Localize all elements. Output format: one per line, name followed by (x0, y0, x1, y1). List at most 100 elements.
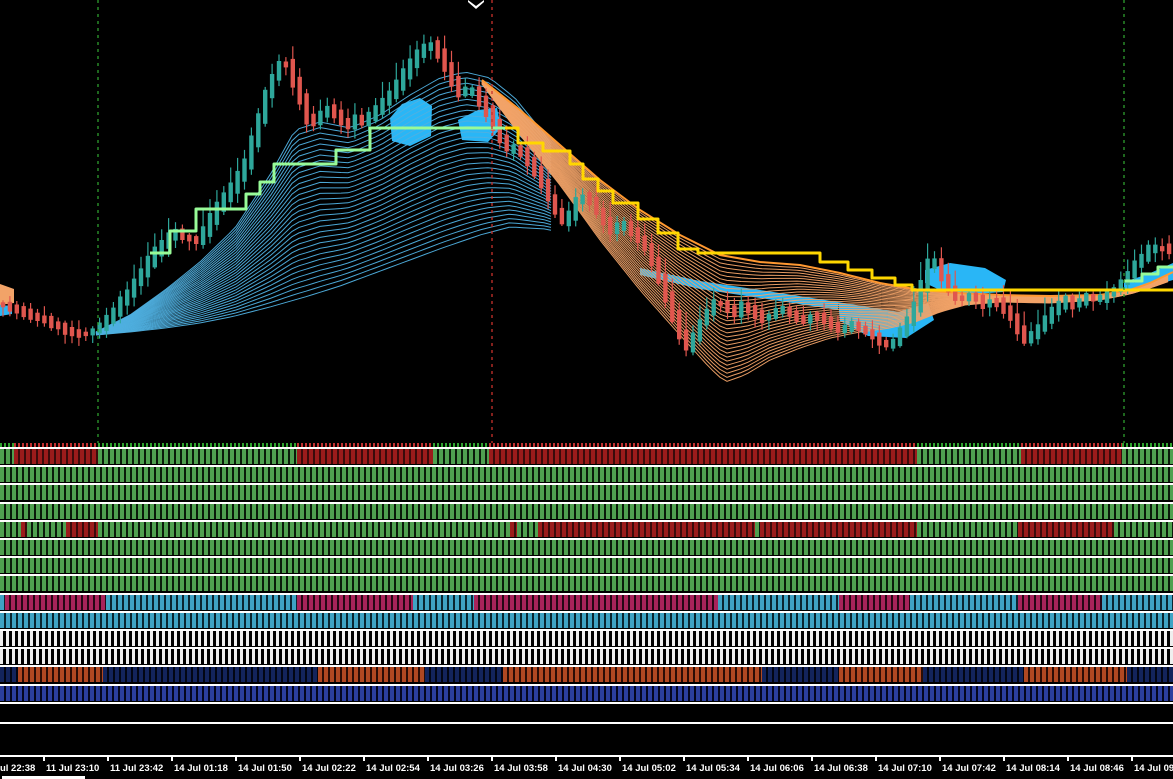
row-segment (98, 449, 297, 464)
row-bars (0, 649, 1173, 665)
time-axis-tick (43, 757, 45, 761)
signal-dot-segment (1122, 443, 1173, 447)
row-segment (297, 449, 433, 464)
row-separator-line (0, 610, 1173, 613)
time-axis-label: 14 Jul 02:22 (302, 763, 356, 774)
row-bars (0, 631, 1173, 646)
signal-dot-segment (297, 443, 433, 447)
time-axis-tick (811, 757, 813, 761)
indicator-row-14[interactable] (0, 683, 1173, 702)
time-axis-tick (875, 757, 877, 761)
row-segment (760, 521, 917, 537)
indicator-row-1[interactable] (0, 447, 1173, 465)
row-segment (474, 594, 718, 610)
row-segment (106, 594, 297, 610)
row-segment (0, 649, 1173, 665)
time-axis-label: 14 Jul 07:42 (942, 763, 996, 774)
row-segment (0, 540, 1173, 555)
indicator-row-9[interactable] (0, 592, 1173, 611)
row-segment (0, 667, 18, 683)
time-axis-label: 14 Jul 03:58 (494, 763, 548, 774)
signal-dot-segment (1021, 443, 1122, 447)
row-segment (0, 521, 21, 537)
row-segment (1018, 521, 1114, 537)
time-axis-label: 14 Jul 06:38 (814, 763, 868, 774)
signal-dot-segment (98, 443, 297, 447)
signal-dot-segment (0, 443, 14, 447)
ribbon-fill-6 (0, 284, 14, 305)
blue-ma-ribbon (95, 71, 552, 336)
indicator-row-10[interactable] (0, 610, 1173, 629)
time-axis-label: 14 Jul 01:50 (238, 763, 292, 774)
time-axis-tick (235, 757, 237, 761)
row-separator-line (0, 556, 1173, 559)
time-axis-tick (619, 757, 621, 761)
time-axis-tick (171, 757, 173, 761)
trend-step-up (150, 126, 505, 255)
time-axis-tick (683, 757, 685, 761)
row-separator-line (0, 501, 1173, 504)
time-axis-label: 14 Jul 04:30 (558, 763, 612, 774)
time-axis-label: 11 Jul 23:42 (110, 763, 164, 774)
indicator-row-13[interactable] (0, 665, 1173, 683)
time-axis-label: 14 Jul 08:14 (1006, 763, 1060, 774)
indicator-row-7[interactable] (0, 556, 1173, 574)
indicator-row-4[interactable] (0, 501, 1173, 520)
row-segment (1102, 594, 1173, 610)
indicator-row-3[interactable] (0, 483, 1173, 501)
time-axis-tick (555, 757, 557, 761)
row-segment (0, 558, 1173, 574)
signal-dot-segment (489, 443, 917, 447)
signal-dot-segment (917, 443, 1021, 447)
row-segment (103, 667, 318, 683)
indicator-row-8[interactable] (0, 574, 1173, 592)
row-bars (0, 449, 1173, 464)
row-separator-line (0, 574, 1173, 577)
horizontal-scrollbar-thumb[interactable] (2, 776, 85, 779)
row-separator-line (0, 683, 1173, 686)
row-bars (0, 467, 1173, 483)
indicator-row-2[interactable] (0, 465, 1173, 483)
row-bars (0, 612, 1173, 628)
row-separator-line (0, 447, 1173, 449)
row-segment (917, 521, 1018, 537)
time-axis-tick (1131, 757, 1133, 761)
indicator-row-6[interactable] (0, 538, 1173, 556)
ribbon-fill-5 (1124, 263, 1173, 293)
row-segment (413, 594, 474, 610)
row-segment (1127, 667, 1173, 683)
row-separator-line (0, 629, 1173, 631)
row-segment (98, 521, 510, 537)
row-bars (0, 521, 1173, 537)
row-segment (21, 521, 27, 537)
row-separator-line (0, 465, 1173, 468)
row-segment (0, 594, 5, 610)
row-segment (755, 521, 760, 537)
time-axis[interactable]: 11 Jul 22:38 11 Jul 23:10 11 Jul 23:42 14 J… (0, 755, 1173, 779)
time-axis-label: 14 Jul 09:18 (1134, 763, 1173, 774)
price-chart-canvas[interactable] (0, 0, 1173, 443)
row-segment (0, 631, 1173, 646)
row-segment (0, 449, 14, 464)
time-axis-label: 14 Jul 02:54 (366, 763, 420, 774)
row-segment (489, 449, 917, 464)
row-segment (66, 521, 98, 537)
row-separator-line (0, 665, 1173, 668)
indicator-row-5[interactable] (0, 519, 1173, 538)
indicator-row-11[interactable] (0, 629, 1173, 647)
time-axis-tick (939, 757, 941, 761)
row-bars (0, 685, 1173, 701)
empty-subwindow-separator (0, 722, 1173, 724)
orange-ma-ribbon (481, 79, 1173, 382)
time-axis-label: 11 Jul 23:10 (46, 763, 100, 774)
trend-step-down (505, 126, 1173, 292)
time-axis-tick (747, 757, 749, 761)
indicator-row-12[interactable] (0, 647, 1173, 665)
row-segment (538, 521, 755, 537)
row-separator-line (0, 538, 1173, 540)
row-bars (0, 667, 1173, 683)
row-bars (0, 558, 1173, 574)
row-separator-line (0, 592, 1173, 595)
signal-dot-strip (0, 443, 1173, 447)
row-segment (14, 449, 98, 464)
